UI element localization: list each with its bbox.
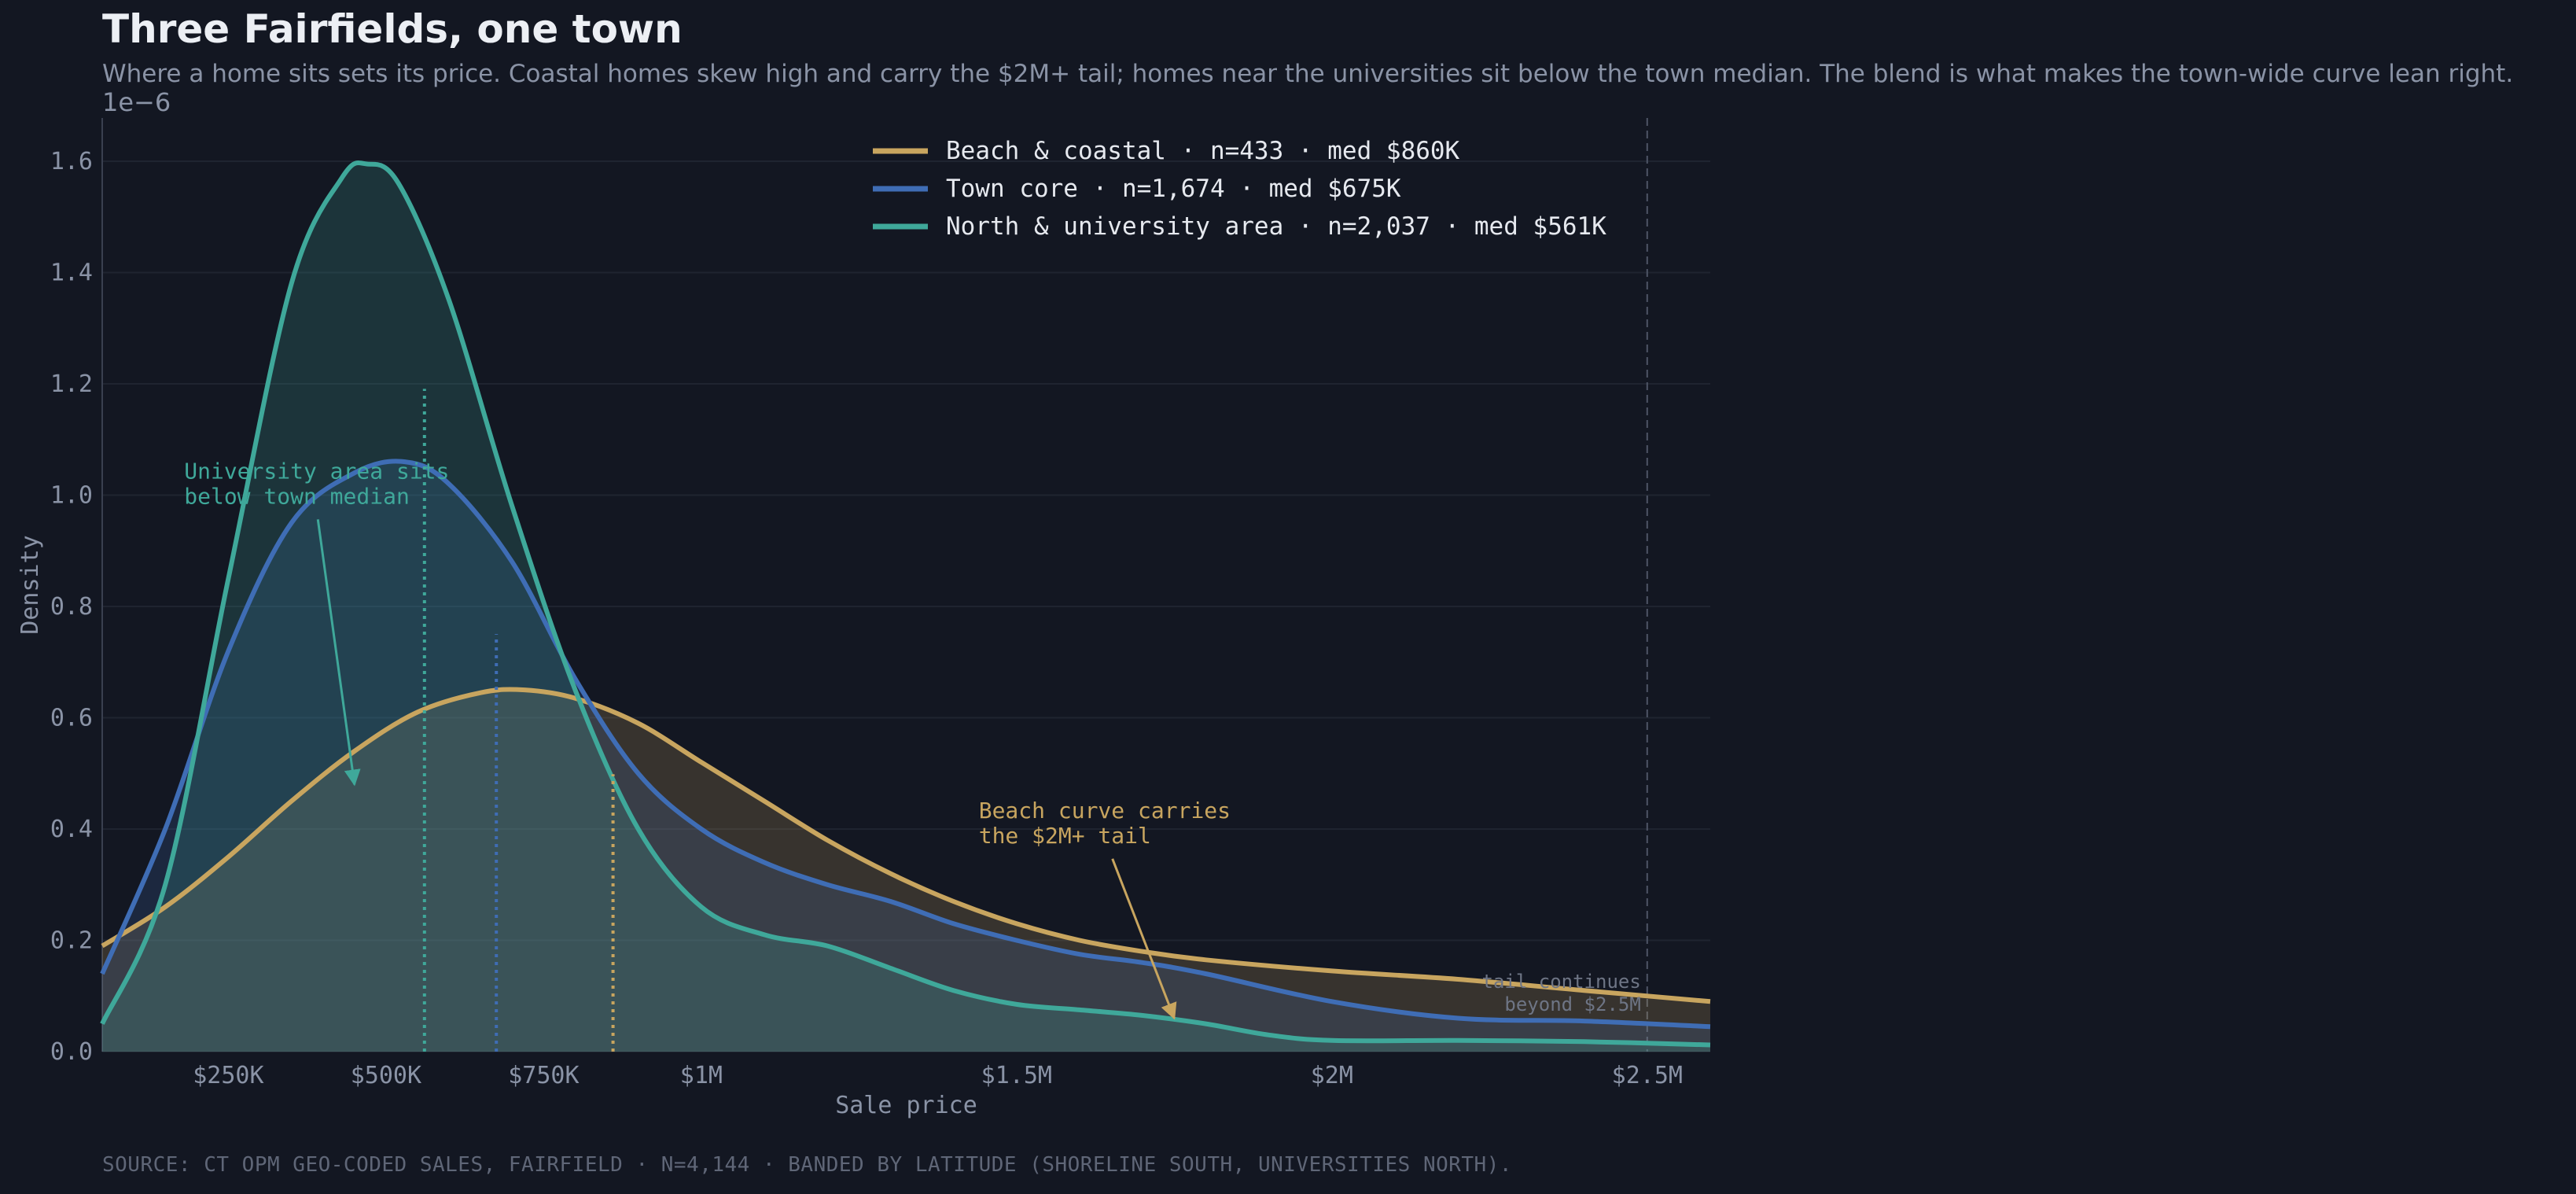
line-coastal — [101, 687, 1711, 1004]
x-tick-label: $2M — [1311, 1062, 1353, 1089]
reference-line-label: tail continues beyond $2.5M — [1482, 971, 1641, 1015]
x-axis-label: Sale price — [835, 1092, 977, 1119]
annotation-arrow-coastal — [1111, 858, 1177, 1020]
y-axis-ticks: 0.0 0.2 0.4 0.6 0.8 1.0 1.2 1.4 1.6 — [50, 148, 93, 1066]
legend-label-coastal: Beach & coastal · n=433 · med $860K — [946, 137, 1460, 165]
y-tick-label: 0.8 — [50, 593, 93, 621]
legend-label-core: Town core · n=1,674 · med $675K — [946, 175, 1401, 203]
x-tick-label: $500K — [351, 1062, 421, 1089]
legend-label-north: North & university area · n=2,037 · med … — [946, 212, 1606, 241]
y-tick-label: 0.6 — [50, 705, 93, 732]
x-tick-label: $2.5M — [1612, 1062, 1683, 1089]
y-tick-label: 0.0 — [50, 1038, 93, 1066]
chart-title: Three Fairfields, one town — [102, 6, 683, 52]
y-tick-label: 1.2 — [50, 370, 93, 398]
x-tick-label: $1.5M — [981, 1062, 1052, 1089]
area-core — [102, 461, 1710, 1052]
x-tick-label: $1M — [680, 1062, 723, 1089]
area-north — [102, 162, 1710, 1052]
series-group — [100, 160, 1711, 1052]
y-tick-label: 1.4 — [50, 260, 93, 287]
y-tick-label: 0.4 — [50, 816, 93, 843]
annotation-coastal: Beach curve carries the $2M+ tail — [979, 798, 1231, 849]
y-axis-label: Density — [17, 535, 44, 634]
x-tick-label: $250K — [193, 1062, 263, 1089]
chart-subtitle: Where a home sits sets its price. Coasta… — [102, 60, 2514, 88]
x-tick-label: $750K — [508, 1062, 579, 1089]
line-core — [100, 459, 1711, 1030]
area-coastal — [102, 689, 1710, 1052]
source-note: SOURCE: CT OPM GEO-CODED SALES, FAIRFIEL… — [102, 1153, 1513, 1177]
annotation-north: University area sits below town median — [184, 458, 449, 509]
y-tick-label: 0.2 — [50, 927, 93, 955]
annotation-arrow-north — [316, 519, 361, 787]
gridlines — [102, 160, 1710, 1052]
legend: Beach & coastal · n=433 · med $860K Town … — [873, 137, 1606, 241]
y-tick-label: 1.6 — [50, 148, 93, 175]
y-scale-label: 1e−6 — [102, 87, 171, 117]
x-axis-ticks: $250K $500K $750K $1M $1.5M $2M $2.5M — [193, 1062, 1683, 1089]
y-tick-label: 1.0 — [50, 482, 93, 510]
line-north — [100, 160, 1711, 1048]
